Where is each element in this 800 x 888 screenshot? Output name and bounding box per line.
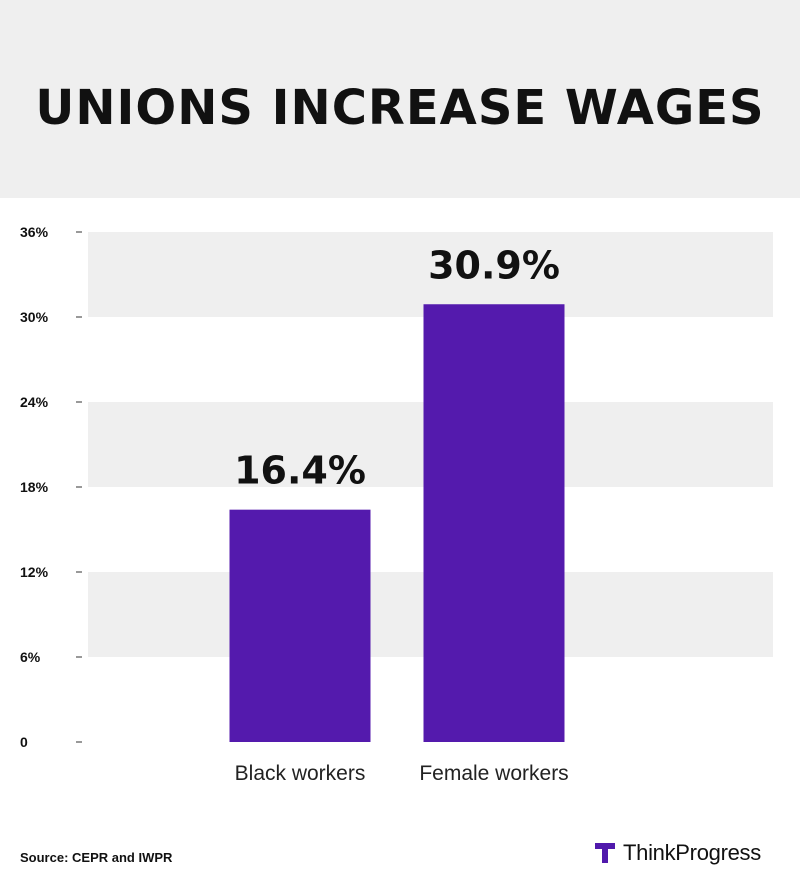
bar-chart: 0 6% 12% 18% 24% 30% 36% 16.4% Black workers 30.9… [20, 224, 773, 785]
grid-band [88, 232, 773, 317]
category-label: Black workers [235, 762, 366, 785]
header-band: UNIONS INCREASE WAGES [0, 0, 800, 198]
bar [229, 509, 371, 742]
y-tick-label: 36% [20, 224, 49, 240]
chart-title: UNIONS INCREASE WAGES [35, 80, 765, 136]
data-label: 30.9% [428, 243, 560, 287]
data-label: 16.4% [234, 449, 366, 493]
y-tick-label: 24% [20, 394, 49, 410]
category-label: Female workers [419, 762, 568, 785]
brand-mark-icon [595, 843, 615, 863]
y-tick-label: 18% [20, 479, 49, 495]
brand-logo: ThinkProgress [595, 838, 761, 868]
y-tick-label: 6% [20, 649, 41, 665]
source-note: Source: CEPR and IWPR [20, 850, 173, 865]
bar [423, 304, 565, 742]
y-tick-label: 0 [20, 734, 28, 750]
y-tick-label: 12% [20, 564, 49, 580]
y-tick-label: 30% [20, 309, 49, 325]
brand-name: ThinkProgress [623, 840, 761, 865]
